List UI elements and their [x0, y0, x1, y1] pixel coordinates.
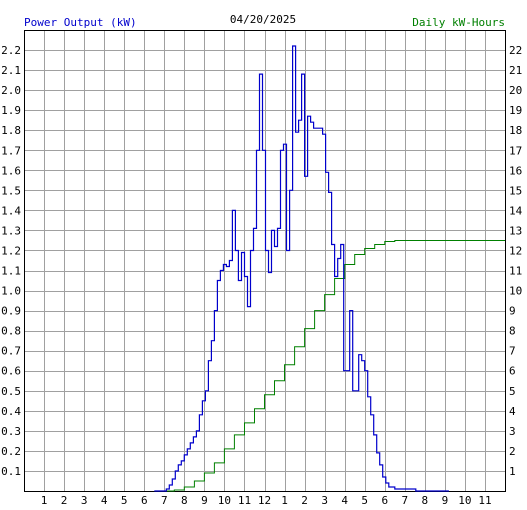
x-tick-label: 10: [218, 494, 231, 507]
x-tick-label: 7: [161, 494, 168, 507]
y-tick-label-left: 0.9: [1, 305, 21, 318]
y-tick-label-left: 1.5: [1, 184, 21, 197]
y-tick-label-right: 4: [509, 405, 516, 418]
y-tick-label-right: 17: [509, 144, 522, 157]
x-tick-label: 9: [442, 494, 449, 507]
y-tick-label-left: 1.0: [1, 285, 21, 298]
y-tick-label-left: 1.2: [1, 244, 21, 257]
y-tick-label-right: 7: [509, 345, 516, 358]
y-tick-label-left: 1.7: [1, 144, 21, 157]
x-tick-label: 6: [381, 494, 388, 507]
x-tick-label: 9: [201, 494, 208, 507]
y-tick-label-left: 0.3: [1, 425, 21, 438]
y-tick-label-right: 22: [509, 44, 522, 57]
y-tick-label-right: 20: [509, 84, 522, 97]
y-tick-label-right: 9: [509, 305, 516, 318]
y-tick-label-right: 16: [509, 164, 522, 177]
chart-grid: [24, 30, 505, 491]
right-axis-title: Daily kW-Hours: [412, 16, 505, 29]
x-tick-label: 4: [341, 494, 348, 507]
y-tick-label-right: 18: [509, 124, 522, 137]
y-tick-label-right: 11: [509, 265, 522, 278]
chart-series: [154, 45, 505, 492]
y-tick-label-right: 19: [509, 104, 522, 117]
x-tick-label: 5: [361, 494, 368, 507]
y-tick-label-left: 0.6: [1, 365, 21, 378]
left-axis-title: Power Output (kW): [24, 16, 137, 29]
x-tick-label: 2: [301, 494, 308, 507]
y-tick-label-right: 3: [509, 425, 516, 438]
y-tick-label-right: 21: [509, 64, 522, 77]
x-tick-label: 4: [101, 494, 108, 507]
y-tick-label-left: 0.5: [1, 385, 21, 398]
x-tick-label: 5: [121, 494, 128, 507]
x-tick-label: 10: [458, 494, 471, 507]
y-tick-label-right: 5: [509, 385, 516, 398]
y-tick-label-left: 1.4: [1, 204, 21, 217]
y-tick-label-left: 1.6: [1, 164, 21, 177]
y-tick-label-left: 1.8: [1, 124, 21, 137]
chart-date-title: 04/20/2025: [230, 13, 296, 26]
x-tick-label: 2: [61, 494, 68, 507]
x-tick-label: 11: [478, 494, 491, 507]
power-series-line: [154, 45, 449, 492]
y-tick-label-left: 1.9: [1, 104, 21, 117]
y-tick-label-left: 1.3: [1, 224, 21, 237]
y-tick-label-right: 2: [509, 445, 516, 458]
y-tick-label-left: 2.2: [1, 44, 21, 57]
x-tick-label: 6: [141, 494, 148, 507]
x-tick-label: 1: [41, 494, 48, 507]
x-tick-label: 1: [281, 494, 288, 507]
y-tick-label-right: 12: [509, 244, 522, 257]
chart-ticks: 1 2 3 4 5 6 7 8 9 10 11 12 1 2 3 4 5 6 7 8 9 10 110.10.20.30.4…: [1, 44, 522, 507]
y-tick-label-right: 1: [509, 465, 516, 478]
y-tick-label-right: 13: [509, 224, 522, 237]
x-tick-label: 11: [238, 494, 251, 507]
y-tick-label-left: 0.1: [1, 465, 21, 478]
y-tick-label-left: 0.7: [1, 345, 21, 358]
x-tick-label: 8: [181, 494, 188, 507]
y-tick-label-right: 14: [509, 204, 523, 217]
x-tick-label: 7: [401, 494, 408, 507]
y-tick-label-left: 2.1: [1, 64, 21, 77]
y-tick-label-right: 15: [509, 184, 522, 197]
y-tick-label-left: 0.8: [1, 325, 21, 338]
x-tick-label: 12: [258, 494, 271, 507]
plot-frame: [24, 30, 506, 492]
x-tick-label: 3: [81, 494, 88, 507]
y-tick-label-left: 2.0: [1, 84, 21, 97]
y-tick-label-left: 1.1: [1, 265, 21, 278]
y-tick-label-right: 6: [509, 365, 516, 378]
y-tick-label-left: 0.4: [1, 405, 21, 418]
chart-axes: [24, 30, 506, 492]
y-tick-label-right: 8: [509, 325, 516, 338]
y-tick-label-left: 0.2: [1, 445, 21, 458]
energy-series-line: [164, 240, 505, 492]
x-tick-label: 3: [321, 494, 328, 507]
x-tick-label: 8: [422, 494, 429, 507]
y-tick-label-right: 10: [509, 285, 522, 298]
